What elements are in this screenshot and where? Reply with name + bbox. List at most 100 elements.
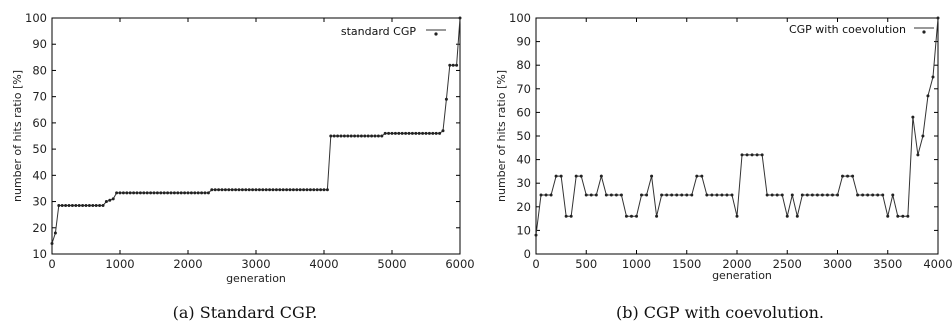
data-point bbox=[584, 193, 588, 197]
chart-b-x-ticks: 0 500 1000 1500 2000 2500 3000 3500 4000 bbox=[532, 18, 952, 271]
data-point bbox=[254, 188, 258, 192]
data-point bbox=[121, 191, 125, 195]
data-point bbox=[441, 129, 445, 133]
chart-b-series-line bbox=[535, 17, 939, 236]
data-point bbox=[444, 97, 448, 101]
data-point bbox=[315, 188, 319, 192]
data-point bbox=[911, 115, 915, 119]
data-point bbox=[544, 193, 548, 197]
data-point bbox=[196, 191, 200, 195]
data-point bbox=[203, 191, 207, 195]
chart-a-y-ticks: 10 20 30 40 50 60 70 80 90 100 bbox=[25, 11, 460, 261]
chart-b-y-ticks: 0 10 20 30 40 50 60 70 80 90 100 bbox=[509, 11, 938, 261]
data-point bbox=[785, 214, 789, 218]
chart-b-xlabel: generation bbox=[712, 269, 772, 282]
data-point bbox=[189, 191, 193, 195]
data-point bbox=[370, 134, 374, 138]
x-tick-label: 1000 bbox=[105, 257, 134, 271]
data-point bbox=[604, 193, 608, 197]
chart-b-legend-point bbox=[922, 30, 926, 34]
data-point bbox=[876, 193, 880, 197]
data-point bbox=[217, 188, 221, 192]
data-point bbox=[132, 191, 136, 195]
data-point bbox=[339, 134, 343, 138]
data-point bbox=[264, 188, 268, 192]
data-point bbox=[356, 134, 360, 138]
x-tick-label: 2500 bbox=[773, 257, 802, 271]
data-point bbox=[257, 188, 261, 192]
data-point bbox=[247, 188, 251, 192]
data-point bbox=[871, 193, 875, 197]
chart-a-series-points bbox=[50, 16, 462, 246]
chart-a-x-ticks: 0 1000 2000 3000 4000 5000 6000 bbox=[48, 18, 475, 271]
data-point bbox=[896, 214, 900, 218]
data-point bbox=[101, 203, 105, 207]
y-tick-label: 70 bbox=[32, 90, 47, 104]
data-point bbox=[342, 134, 346, 138]
data-point bbox=[554, 174, 558, 178]
data-point bbox=[244, 188, 248, 192]
data-point bbox=[220, 188, 224, 192]
chart-a: 10 20 30 40 50 60 70 80 90 100 0 1000 2000 3000 4000 5… bbox=[11, 11, 475, 322]
data-point bbox=[186, 191, 190, 195]
x-tick-label: 3000 bbox=[823, 257, 852, 271]
data-point bbox=[319, 188, 323, 192]
chart-a-ylabel: number of hits ratio [%] bbox=[11, 70, 24, 202]
data-point bbox=[725, 193, 729, 197]
data-point bbox=[223, 188, 227, 192]
data-point bbox=[353, 134, 357, 138]
data-point bbox=[322, 188, 326, 192]
data-point bbox=[916, 153, 920, 157]
data-point bbox=[128, 191, 132, 195]
data-point bbox=[750, 153, 754, 157]
data-point bbox=[240, 188, 244, 192]
data-point bbox=[53, 231, 57, 235]
data-point bbox=[206, 191, 210, 195]
data-point bbox=[715, 193, 719, 197]
data-point bbox=[67, 203, 71, 207]
data-point bbox=[800, 193, 804, 197]
data-point bbox=[145, 191, 149, 195]
data-point bbox=[579, 174, 583, 178]
data-point bbox=[645, 193, 649, 197]
chart-b-legend-label: CGP with coevolution bbox=[789, 23, 906, 36]
y-tick-label: 0 bbox=[524, 247, 531, 261]
data-point bbox=[312, 188, 316, 192]
data-point bbox=[780, 193, 784, 197]
data-point bbox=[534, 233, 538, 237]
data-point bbox=[810, 193, 814, 197]
chart-b-caption: (b) CGP with coevolution. bbox=[616, 303, 824, 322]
data-point bbox=[149, 191, 153, 195]
data-point bbox=[931, 75, 935, 79]
data-point bbox=[665, 193, 669, 197]
y-tick-label: 10 bbox=[32, 247, 47, 261]
data-point bbox=[417, 131, 421, 135]
data-point bbox=[901, 214, 905, 218]
data-point bbox=[710, 193, 714, 197]
chart-b-plot-frame bbox=[535, 17, 939, 255]
y-tick-label: 50 bbox=[516, 129, 531, 143]
data-point bbox=[760, 153, 764, 157]
data-point bbox=[690, 193, 694, 197]
data-point bbox=[383, 131, 387, 135]
chart-a-legend-label: standard CGP bbox=[341, 25, 416, 38]
chart-a-caption: (a) Standard CGP. bbox=[173, 303, 318, 322]
x-tick-label: 500 bbox=[575, 257, 597, 271]
data-point bbox=[700, 174, 704, 178]
data-point bbox=[438, 131, 442, 135]
data-point bbox=[720, 193, 724, 197]
data-point bbox=[81, 203, 85, 207]
data-point bbox=[98, 203, 102, 207]
y-tick-label: 90 bbox=[516, 35, 531, 49]
data-point bbox=[427, 131, 431, 135]
data-point bbox=[268, 188, 272, 192]
y-tick-label: 40 bbox=[516, 153, 531, 167]
data-point bbox=[574, 174, 578, 178]
data-point bbox=[735, 214, 739, 218]
data-point bbox=[836, 193, 839, 197]
data-point bbox=[775, 193, 779, 197]
data-point bbox=[846, 174, 850, 178]
data-point bbox=[820, 193, 824, 197]
data-point bbox=[830, 193, 834, 197]
data-point bbox=[594, 193, 598, 197]
